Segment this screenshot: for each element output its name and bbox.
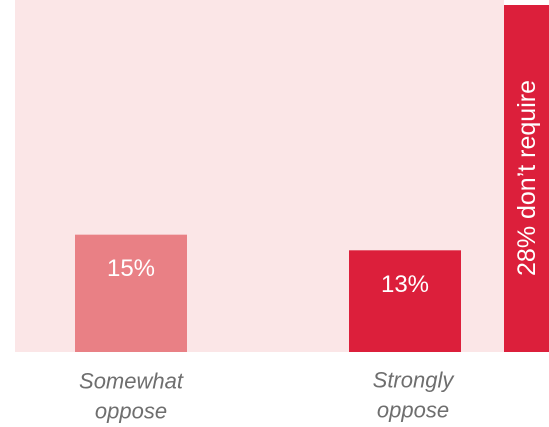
category-label: Somewhat (79, 369, 184, 394)
bar-1 (75, 234, 187, 352)
bar-2 (349, 250, 461, 352)
bar-value-label: 15% (107, 255, 155, 282)
category-label: oppose (377, 398, 449, 423)
category-label: oppose (95, 399, 167, 424)
bar-value-label: 13% (381, 271, 429, 298)
total-bar (504, 5, 549, 352)
total-label: 28% don’t require (513, 80, 541, 276)
category-label: Strongly (373, 368, 456, 393)
